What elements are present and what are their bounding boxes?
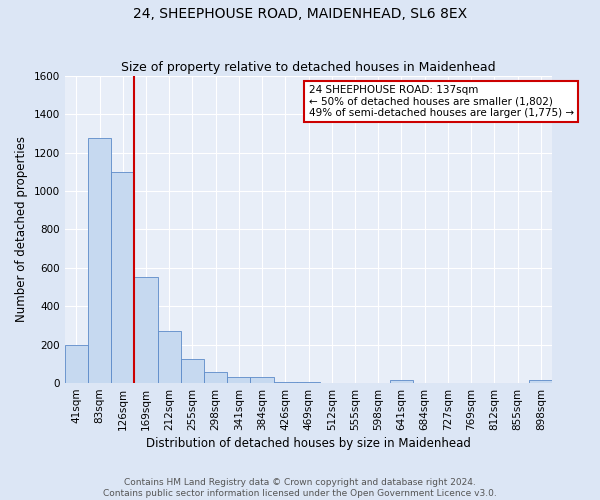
Bar <box>204 372 227 383</box>
Bar <box>158 331 181 383</box>
Bar <box>134 278 158 383</box>
Bar <box>297 382 320 383</box>
Bar <box>529 380 553 383</box>
Bar <box>111 172 134 383</box>
Bar <box>181 359 204 383</box>
Text: 24, SHEEPHOUSE ROAD, MAIDENHEAD, SL6 8EX: 24, SHEEPHOUSE ROAD, MAIDENHEAD, SL6 8EX <box>133 8 467 22</box>
Bar <box>65 344 88 383</box>
Y-axis label: Number of detached properties: Number of detached properties <box>15 136 28 322</box>
Bar <box>227 378 250 383</box>
Bar <box>88 138 111 383</box>
Title: Size of property relative to detached houses in Maidenhead: Size of property relative to detached ho… <box>121 62 496 74</box>
Bar <box>390 380 413 383</box>
Bar <box>250 378 274 383</box>
Text: 24 SHEEPHOUSE ROAD: 137sqm
← 50% of detached houses are smaller (1,802)
49% of s: 24 SHEEPHOUSE ROAD: 137sqm ← 50% of deta… <box>308 85 574 118</box>
X-axis label: Distribution of detached houses by size in Maidenhead: Distribution of detached houses by size … <box>146 437 471 450</box>
Bar <box>274 382 297 383</box>
Text: Contains HM Land Registry data © Crown copyright and database right 2024.
Contai: Contains HM Land Registry data © Crown c… <box>103 478 497 498</box>
